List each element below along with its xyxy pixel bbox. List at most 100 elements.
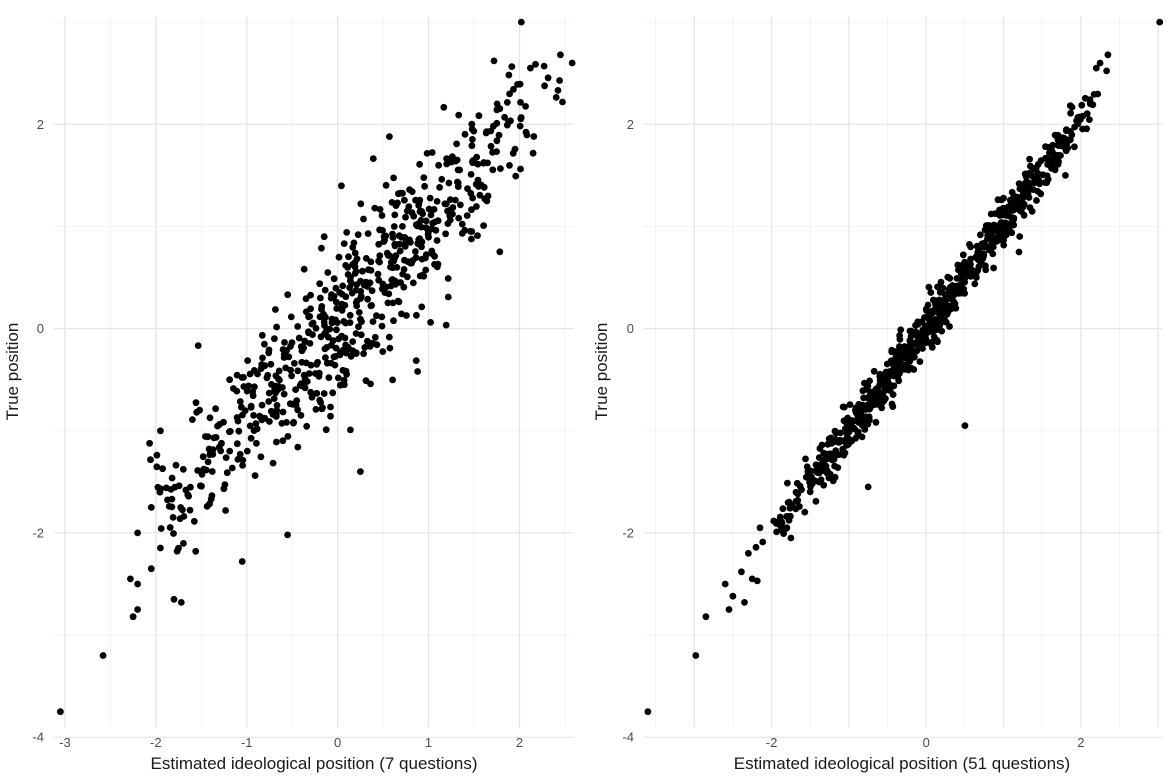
data-point	[415, 219, 423, 227]
data-point	[1026, 155, 1033, 163]
x-tick-label: -2	[150, 735, 162, 750]
data-point	[157, 544, 164, 552]
data-point	[433, 198, 441, 205]
data-point	[362, 255, 370, 262]
data-point	[340, 376, 348, 384]
data-point	[302, 295, 310, 303]
data-point	[806, 488, 814, 496]
data-point	[415, 199, 423, 207]
data-point	[993, 222, 1001, 230]
data-point	[522, 103, 529, 110]
data-point	[908, 351, 915, 359]
data-point	[223, 469, 231, 477]
data-point	[1004, 205, 1012, 213]
data-point	[326, 325, 334, 333]
data-point	[364, 283, 371, 290]
data-point	[955, 266, 962, 274]
data-point	[147, 456, 154, 464]
data-point	[307, 291, 314, 299]
data-point	[273, 402, 281, 409]
data-point	[170, 530, 177, 537]
data-point	[557, 51, 564, 59]
data-point	[517, 114, 525, 121]
data-point	[425, 205, 433, 213]
data-point	[876, 376, 884, 384]
data-point	[408, 188, 416, 196]
data-point	[826, 450, 834, 458]
data-point	[828, 440, 835, 447]
data-point	[530, 133, 538, 140]
data-point	[947, 288, 954, 296]
data-point	[469, 159, 477, 166]
data-point	[985, 246, 993, 254]
data-point	[1008, 188, 1016, 196]
data-point	[517, 99, 524, 106]
data-point	[438, 175, 446, 183]
data-point	[235, 427, 243, 435]
data-point	[222, 507, 230, 514]
data-point	[927, 341, 935, 348]
data-point	[228, 464, 236, 472]
data-point	[902, 348, 910, 356]
data-point	[1079, 125, 1086, 133]
data-point	[461, 130, 469, 138]
data-point	[1086, 116, 1093, 123]
data-point	[409, 279, 417, 287]
data-point	[568, 59, 576, 67]
data-point	[467, 171, 475, 178]
data-point	[1049, 160, 1057, 168]
data-point	[279, 346, 287, 353]
data-point	[436, 184, 443, 191]
data-point	[179, 506, 186, 514]
data-point	[1094, 90, 1102, 98]
data-point	[400, 283, 408, 291]
data-point	[205, 445, 213, 453]
data-point	[134, 529, 142, 537]
data-point	[376, 226, 383, 234]
data-point	[287, 313, 295, 321]
data-point	[168, 503, 176, 511]
data-point	[347, 426, 354, 434]
data-point	[1074, 120, 1082, 128]
data-point	[532, 60, 539, 68]
data-point	[257, 413, 264, 421]
data-point	[259, 354, 266, 362]
data-point	[402, 239, 410, 246]
data-point	[126, 575, 134, 583]
data-point	[878, 404, 886, 412]
data-point	[990, 264, 997, 272]
data-point	[1022, 172, 1030, 180]
data-point	[244, 357, 252, 364]
data-point	[1068, 103, 1076, 111]
data-point	[516, 122, 524, 130]
data-point	[157, 485, 165, 493]
data-point	[423, 150, 431, 157]
data-point	[316, 280, 324, 288]
data-point	[204, 458, 212, 466]
data-point	[391, 211, 399, 219]
data-point	[342, 319, 350, 327]
data-point	[961, 422, 969, 429]
data-point	[351, 263, 359, 271]
data-point	[234, 456, 242, 463]
data-point	[906, 341, 914, 349]
data-point	[474, 232, 481, 240]
data-point	[738, 568, 745, 576]
data-point	[294, 443, 302, 451]
data-point	[170, 595, 178, 603]
data-point	[964, 272, 972, 280]
data-point	[418, 208, 426, 215]
data-point	[339, 282, 347, 290]
data-point	[340, 240, 348, 248]
data-point	[821, 455, 829, 463]
data-point	[402, 213, 409, 221]
data-point	[841, 449, 849, 457]
data-point	[783, 524, 791, 532]
data-point	[168, 474, 176, 482]
data-point	[936, 285, 944, 293]
data-point	[344, 263, 352, 271]
data-point	[421, 254, 429, 262]
data-point	[888, 348, 896, 356]
data-point	[1015, 180, 1023, 188]
